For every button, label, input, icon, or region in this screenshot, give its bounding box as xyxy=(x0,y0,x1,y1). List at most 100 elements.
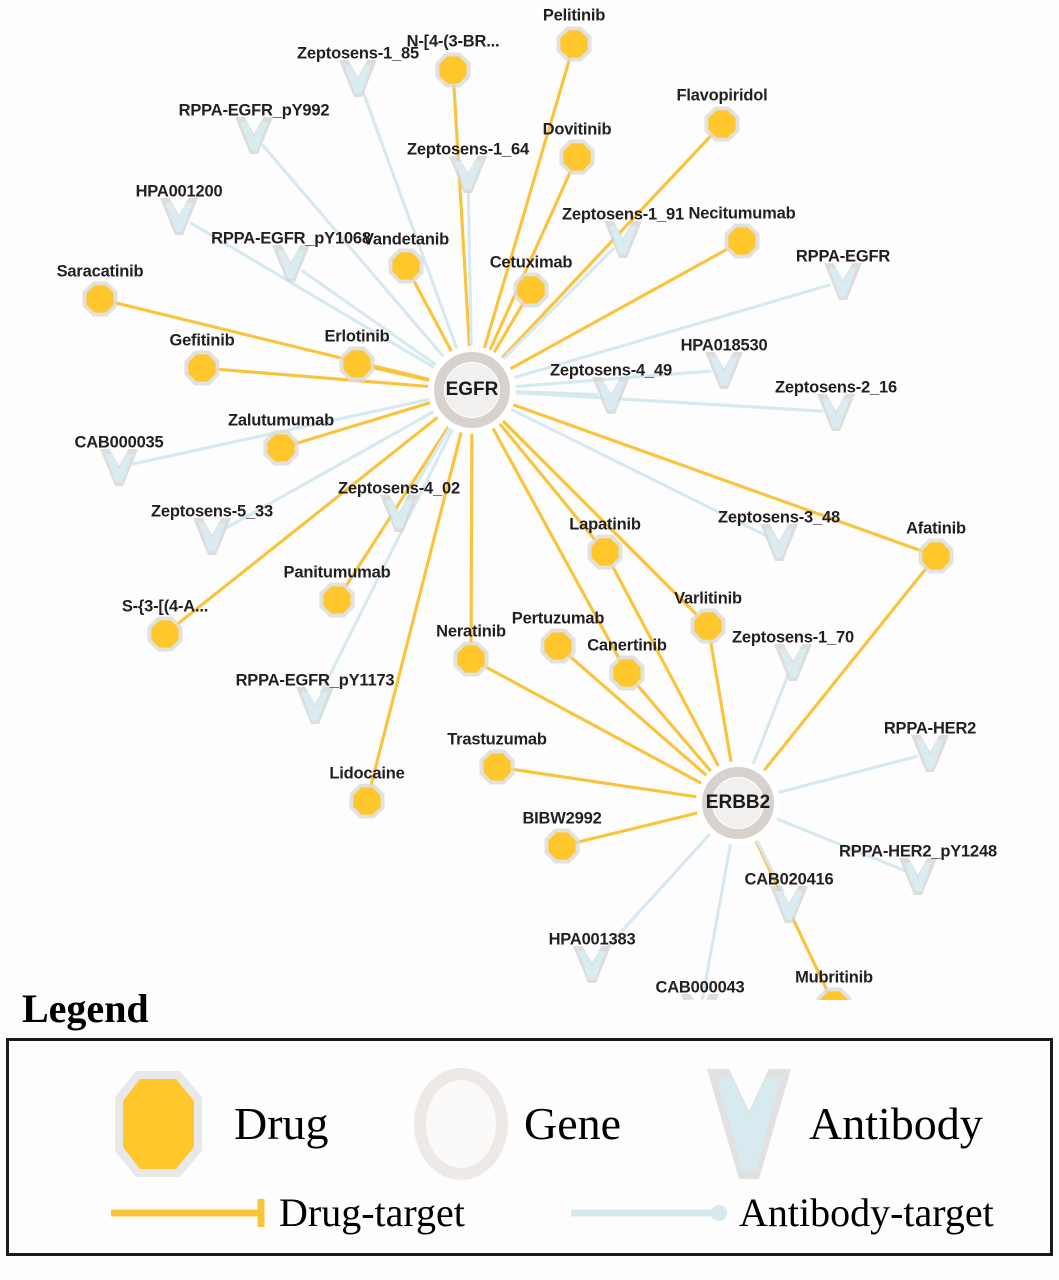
drug-node[interactable] xyxy=(587,534,623,570)
gene-node-ring[interactable] xyxy=(702,767,774,839)
antibody-target-edge-icon xyxy=(571,1205,727,1221)
antibody-target-edge[interactable] xyxy=(599,825,719,956)
drug-node[interactable] xyxy=(918,538,954,574)
legend-node-gene: Gene xyxy=(409,1063,621,1185)
drug-node[interactable] xyxy=(184,350,220,386)
antibody-target-edge[interactable] xyxy=(466,186,473,358)
drug-node[interactable] xyxy=(453,641,489,677)
gene-node-core[interactable] xyxy=(713,778,763,828)
antibody-node[interactable] xyxy=(774,644,812,681)
antibody-target-edge[interactable] xyxy=(504,369,712,389)
drug-target-edge[interactable] xyxy=(343,417,456,590)
drug-node[interactable] xyxy=(724,223,760,259)
drug-target-edge[interactable] xyxy=(411,276,458,362)
drug-node[interactable] xyxy=(556,26,592,62)
drug-target-edge[interactable] xyxy=(486,418,622,663)
antibody-target-edge[interactable] xyxy=(261,144,452,366)
antibody-chevron-icon xyxy=(707,1069,791,1179)
drug-target-edge[interactable] xyxy=(481,664,712,790)
gene-node-core[interactable] xyxy=(445,363,499,417)
antibody-target-edge[interactable] xyxy=(748,673,790,775)
drug-target-edge[interactable] xyxy=(500,246,732,376)
antibody-target-edge[interactable] xyxy=(222,405,444,531)
antibody-node[interactable] xyxy=(899,858,937,895)
antibody-node[interactable] xyxy=(339,60,377,97)
drug-target-edge[interactable] xyxy=(174,409,447,627)
drug-target-edge[interactable] xyxy=(480,55,572,359)
gene-node-label: EGFR xyxy=(445,379,499,400)
drug-target-edge-icon xyxy=(111,1199,265,1227)
drug-target-edge[interactable] xyxy=(487,300,526,363)
drug-target-edge[interactable] xyxy=(469,422,474,647)
antibody-target-edge[interactable] xyxy=(700,832,734,1000)
antibody-target-edge[interactable] xyxy=(189,221,445,375)
antibody-target-edge[interactable] xyxy=(361,89,462,360)
antibody-target-edge[interactable] xyxy=(503,283,832,382)
antibody-target-edge[interactable] xyxy=(504,390,824,413)
drug-target-edge[interactable] xyxy=(484,168,573,361)
drug-node[interactable] xyxy=(263,430,299,466)
legend-title: Legend xyxy=(22,986,149,1031)
antibody-target-edge[interactable] xyxy=(767,754,919,797)
drug-target-edge[interactable] xyxy=(494,412,700,618)
drug-node[interactable] xyxy=(388,248,424,284)
drug-target-edge[interactable] xyxy=(708,638,735,773)
antibody-target-edge[interactable] xyxy=(319,418,459,695)
antibody-node[interactable] xyxy=(770,886,808,923)
legend-antibody-target-label: Antibody-target xyxy=(739,1190,994,1235)
antibody-target-edge[interactable] xyxy=(494,247,615,368)
drug-target-edge[interactable] xyxy=(369,365,441,385)
antibody-node[interactable] xyxy=(160,198,198,235)
antibody-node[interactable] xyxy=(573,946,611,983)
antibody-target-edge[interactable] xyxy=(404,417,457,503)
drug-node[interactable] xyxy=(479,749,515,785)
gene-node-ring[interactable] xyxy=(434,352,510,428)
antibody-node[interactable] xyxy=(449,156,487,193)
drug-target-edge[interactable] xyxy=(368,421,466,789)
antibody-node[interactable] xyxy=(911,735,949,772)
network-canvas[interactable]: .edge-drug{stroke:#FBC23B;stroke-width:3… xyxy=(0,0,1059,1000)
drug-node[interactable] xyxy=(559,139,595,175)
antibody-node[interactable] xyxy=(272,245,310,282)
drug-target-edge[interactable] xyxy=(492,414,598,543)
legend-node-antibody: Antibody xyxy=(699,1063,983,1185)
drug-node[interactable] xyxy=(435,52,471,88)
drug-target-edge[interactable] xyxy=(634,682,719,781)
drug-target-edge[interactable] xyxy=(610,562,725,777)
antibody-node[interactable] xyxy=(296,687,334,724)
antibody-target-edge[interactable] xyxy=(750,830,785,894)
drug-target-edge[interactable] xyxy=(502,399,925,553)
drug-target-edge[interactable] xyxy=(574,809,709,845)
drug-target-edge[interactable] xyxy=(452,82,472,358)
antibody-node[interactable] xyxy=(193,518,231,555)
legend-antibody-label: Antibody xyxy=(809,1098,983,1149)
legend-node-drug: Drug xyxy=(114,1063,329,1185)
antibody-node[interactable] xyxy=(100,449,138,486)
drug-target-edge[interactable] xyxy=(567,653,716,784)
drug-node[interactable] xyxy=(609,655,645,691)
drug-node[interactable] xyxy=(319,582,355,618)
drug-node[interactable] xyxy=(704,106,740,142)
antibody-node[interactable] xyxy=(824,263,862,300)
antibody-target-edge[interactable] xyxy=(500,403,769,538)
drug-target-edge[interactable] xyxy=(292,398,442,446)
antibody-target-edge[interactable] xyxy=(766,813,907,873)
drug-node[interactable] xyxy=(82,281,118,317)
drug-node[interactable] xyxy=(540,628,576,664)
gene-ring-icon xyxy=(414,1068,508,1180)
nodes-layer xyxy=(82,26,954,1000)
drug-target-edge[interactable] xyxy=(493,132,714,367)
antibody-node[interactable] xyxy=(760,524,798,561)
drug-node[interactable] xyxy=(513,272,549,308)
antibody-target-edge[interactable] xyxy=(300,269,446,373)
drug-node[interactable] xyxy=(544,828,580,864)
drug-node[interactable] xyxy=(147,616,183,652)
drug-target-edge[interactable] xyxy=(756,565,929,780)
drug-node[interactable] xyxy=(349,783,385,819)
drug-target-edge[interactable] xyxy=(509,767,708,800)
drug-node[interactable] xyxy=(690,608,726,644)
drug-node[interactable] xyxy=(339,346,375,382)
drug-target-edge[interactable] xyxy=(214,367,440,389)
drug-target-edge[interactable] xyxy=(112,300,441,384)
